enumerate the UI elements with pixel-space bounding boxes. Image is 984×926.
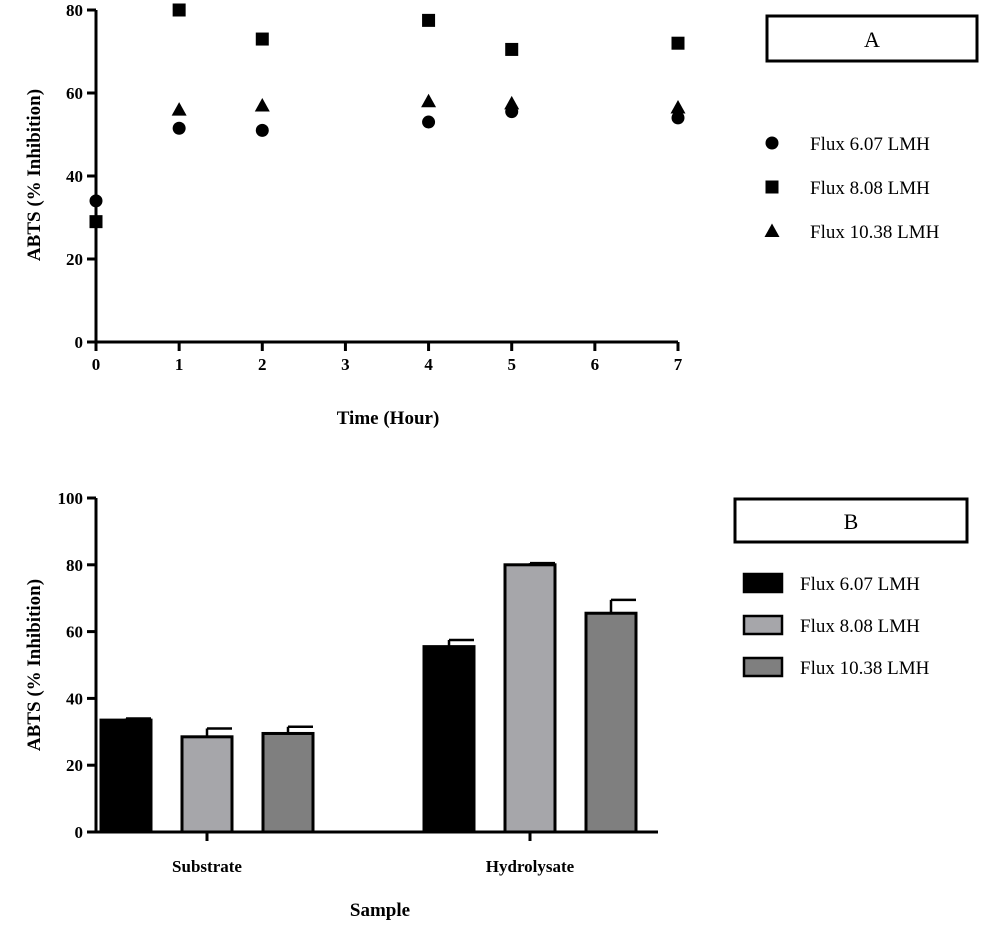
- axes-b: 0 20 40 60 80 100 Substrate Hydrolysate: [58, 489, 658, 876]
- data-point-circle: [172, 121, 186, 135]
- x-axis-title-a: Time (Hour): [337, 408, 440, 429]
- data-point-circle: [671, 111, 685, 125]
- x-tick-label-a: 7: [674, 355, 683, 374]
- y-tick-label-b: 60: [66, 623, 83, 642]
- x-axis-title-b: Sample: [350, 900, 410, 921]
- x-tick-label-a: 2: [258, 355, 267, 374]
- y-tick-label-a: 40: [66, 167, 83, 186]
- legend-label: Flux 6.07 LMH: [810, 134, 930, 155]
- data-point-triangle: [254, 97, 270, 112]
- legend-label: Flux 10.38 LMH: [800, 658, 930, 679]
- legend-label-box-a: [765, 14, 979, 63]
- data-point-square: [671, 36, 685, 50]
- legend-swatch: [742, 656, 784, 678]
- y-tick-label-a: 20: [66, 250, 83, 269]
- data-point-square: [422, 13, 436, 27]
- y-tick-label-a: 80: [66, 1, 83, 20]
- data-point-circle: [422, 115, 436, 129]
- data-point-triangle: [421, 93, 437, 108]
- x-tick-label-a: 5: [507, 355, 516, 374]
- data-point-square: [172, 3, 186, 17]
- data-point-triangle: [504, 95, 520, 110]
- legend-b: Flux 6.07 LMH Flux 8.08 LMH Flux 10.38 LMH: [742, 572, 930, 679]
- legend-marker-square: [765, 180, 779, 194]
- data-point-triangle: [670, 100, 686, 114]
- legend-a: Flux 6.07 LMH Flux 8.08 LMH Flux 10.38 LMH: [764, 134, 940, 243]
- scatter-chart-a: A Time (Hour) ABTS (% Inhibition) 020406…: [24, 1, 979, 429]
- data-point-circle: [255, 123, 269, 137]
- legend-marker-circle: [765, 136, 779, 150]
- y-tick-label-a: 0: [75, 333, 84, 352]
- legend-swatch: [742, 614, 784, 636]
- x-tick-label-a: 0: [92, 355, 101, 374]
- data-point-square: [505, 42, 519, 56]
- legend-swatch: [742, 572, 784, 594]
- x-tick-label-b: Substrate: [172, 857, 242, 876]
- y-axis-title-a: ABTS (% Inhibition): [24, 89, 45, 261]
- axes-a: 0 20 40 60 80 0 1 2 3 4 5 6 7: [66, 1, 683, 374]
- x-tick-label-a: 3: [341, 355, 350, 374]
- y-tick-label-b: 40: [66, 689, 83, 708]
- y-axis-title-b: ABTS (% Inhibition): [24, 579, 45, 751]
- legend-label: Flux 10.38 LMH: [810, 222, 940, 243]
- bar: [99, 718, 153, 834]
- bar: [261, 731, 315, 834]
- legend-marker-triangle: [764, 223, 780, 237]
- bar: [503, 563, 557, 834]
- bar: [422, 645, 476, 834]
- x-tick-label-b: Hydrolysate: [486, 857, 575, 876]
- data-point-square: [89, 215, 103, 229]
- y-tick-label-a: 60: [66, 84, 83, 103]
- legend-label: Flux 6.07 LMH: [800, 574, 920, 595]
- legend-label-box-b: [733, 497, 969, 544]
- panel-label-a: A: [864, 27, 880, 52]
- x-tick-label-a: 1: [175, 355, 184, 374]
- y-tick-label-b: 80: [66, 556, 83, 575]
- y-tick-label-b: 100: [58, 489, 84, 508]
- bar: [584, 611, 638, 834]
- x-tick-label-a: 6: [591, 355, 600, 374]
- bar-chart-b: B Sample ABTS (% Inhibition) 0 20 40 60 80 10…: [24, 489, 969, 921]
- marks-a: [89, 3, 686, 229]
- x-tick-label-a: 4: [424, 355, 433, 374]
- bar: [180, 735, 234, 834]
- data-point-triangle: [171, 102, 187, 116]
- data-point-circle: [89, 194, 103, 208]
- y-tick-label-b: 20: [66, 756, 83, 775]
- y-tick-label-b: 0: [75, 823, 84, 842]
- data-point-square: [255, 32, 269, 46]
- marks-b: [99, 561, 638, 834]
- legend-label: Flux 8.08 LMH: [810, 178, 930, 199]
- legend-label: Flux 8.08 LMH: [800, 616, 920, 637]
- panel-label-b: B: [844, 509, 859, 534]
